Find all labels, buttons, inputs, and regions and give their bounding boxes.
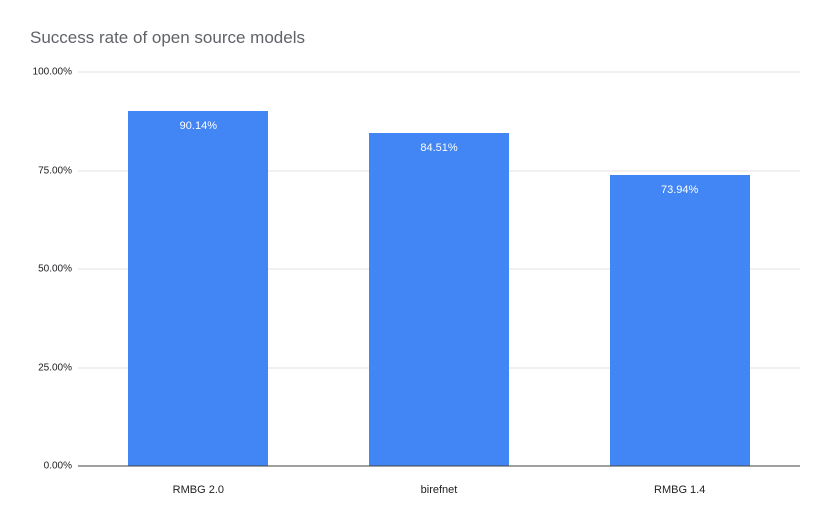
x-tick-label: birefnet (420, 484, 458, 496)
chart-title: Success rate of open source models (30, 28, 305, 47)
y-tick-label: 100.00% (32, 66, 72, 78)
x-axis: RMBG 2.0 birefnet RMBG 1.4 (78, 484, 800, 496)
x-axis-line (78, 465, 800, 467)
bar-value-label: 90.14% (179, 119, 217, 132)
y-tick-label: 25.00% (38, 362, 72, 373)
gridline (78, 71, 800, 73)
y-tick-label: 75.00% (38, 165, 72, 176)
x-tick-label: RMBG 1.4 (654, 484, 706, 496)
bar-birefnet[interactable]: 84.51% (369, 133, 509, 466)
bar-rmbg-1-4[interactable]: 73.94% (609, 174, 750, 466)
y-axis: 0.00% 25.00% 50.00% 75.00% 100.00% (0, 67, 72, 472)
y-tick-label: 0.00% (43, 460, 72, 472)
plot-area: 90.14% 84.51% 73.94% (78, 71, 800, 467)
bar-value-label: 73.94% (661, 183, 699, 196)
bar-rmbg-2-0[interactable]: 90.14% (128, 110, 269, 466)
y-tick-label: 50.00% (38, 263, 72, 275)
bars-row: 90.14% 84.51% 73.94% (78, 72, 800, 466)
bar-value-label: 84.51% (420, 142, 458, 155)
bar-slot: 73.94% (559, 72, 800, 466)
bar-slot: 84.51% (319, 72, 560, 466)
x-tick-label: RMBG 2.0 (172, 484, 225, 496)
bar-slot: 90.14% (78, 72, 319, 466)
